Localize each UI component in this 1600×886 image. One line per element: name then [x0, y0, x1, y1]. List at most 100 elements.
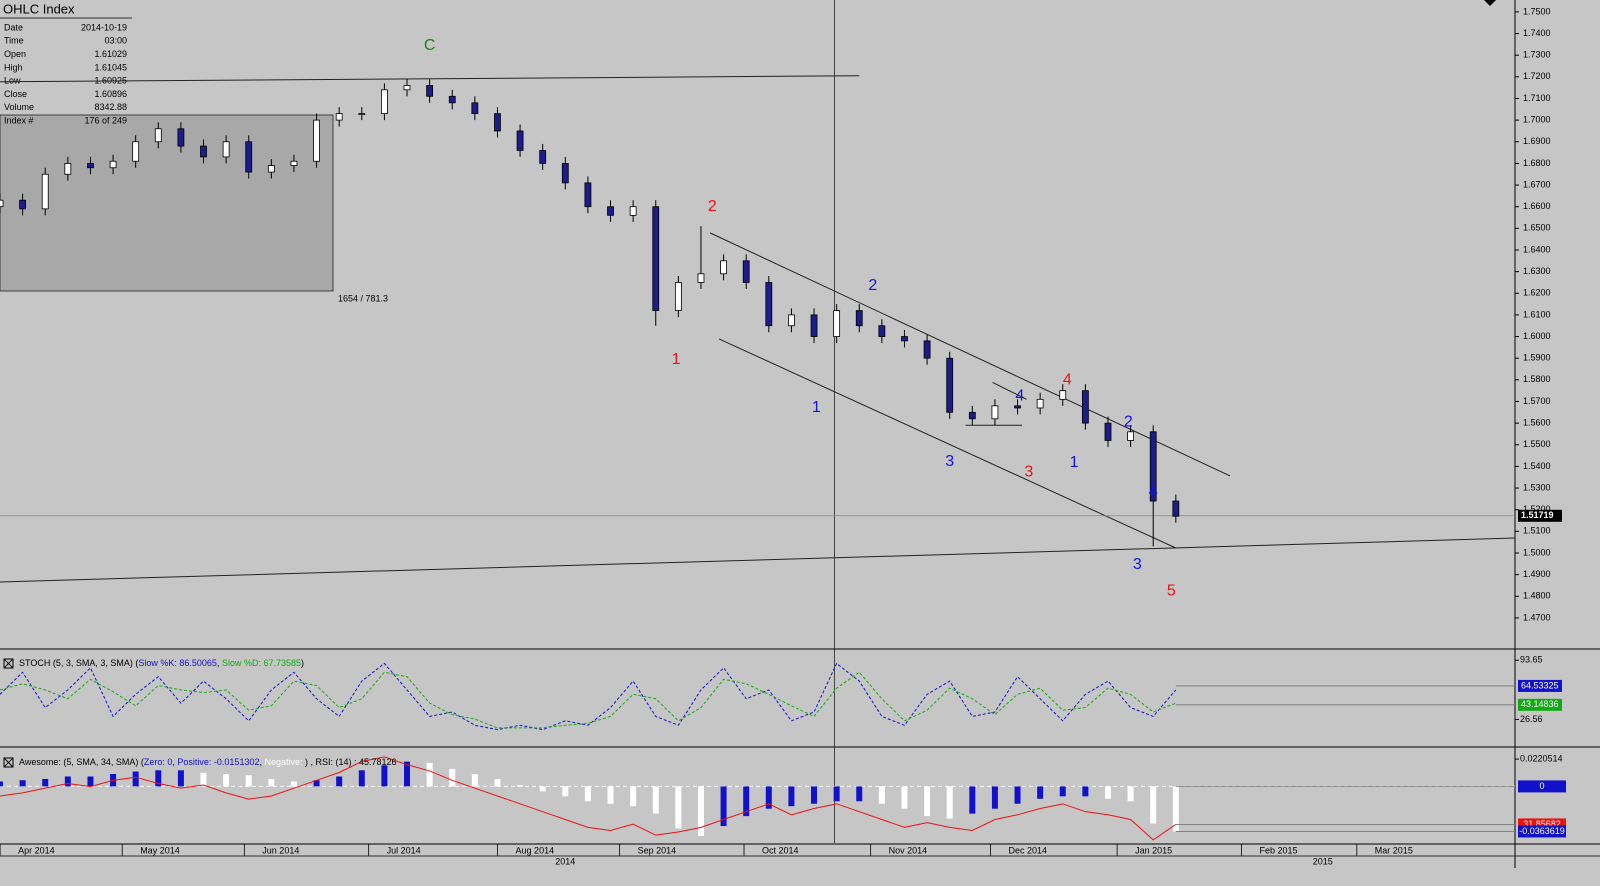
value-tag-bg: [1518, 780, 1566, 793]
legend-part: Slow %K: 86.50065: [138, 658, 217, 668]
candle-body: [742, 260, 750, 283]
legend-part: Zero: 0: [144, 757, 173, 767]
awesome-bar: [19, 780, 26, 787]
awesome-bar: [313, 780, 320, 787]
wave-label: C: [424, 37, 436, 54]
awesome-bar: [630, 786, 637, 807]
info-value: 1.61029: [94, 49, 127, 59]
candle: [652, 200, 660, 326]
candle-body: [109, 160, 117, 169]
y-tick-label: 1.4800: [1523, 591, 1551, 601]
info-value: 176 of 249: [84, 115, 127, 125]
candle: [697, 226, 705, 289]
candle: [426, 78, 434, 103]
x-tick-label: Jul 2014: [387, 845, 421, 855]
candle-body: [810, 314, 818, 337]
candle: [177, 122, 185, 153]
awesome-bar: [1082, 786, 1089, 797]
awesome-bar: [1127, 786, 1134, 802]
value-tag: 31.85682: [1523, 819, 1561, 829]
awesome-bar: [290, 781, 297, 787]
candle: [561, 156, 569, 190]
value-tag: 0: [1539, 781, 1544, 791]
legend-part: ,: [259, 757, 264, 767]
trend-line: [709, 232, 1231, 477]
y-tick-label: 1.6700: [1523, 179, 1551, 189]
wave-label: 4: [1015, 387, 1024, 404]
corner-marker: [1484, 0, 1496, 6]
awesome-bar: [177, 770, 184, 787]
legend-part: Awesome: (5, SMA, 34, SMA) (: [19, 757, 144, 767]
x-tick-label: Jun 2014: [262, 845, 299, 855]
value-tag-bg: [1518, 698, 1562, 711]
info-label: Close: [4, 89, 27, 99]
y-tick-label: 1.6800: [1523, 158, 1551, 168]
y-tick-label: 1.5900: [1523, 353, 1551, 363]
x-tick-label: Nov 2014: [889, 845, 928, 855]
trend-line: [992, 381, 1027, 400]
wave-label: 4: [1063, 371, 1072, 388]
candle: [41, 167, 49, 216]
candle: [154, 122, 162, 149]
awesome-bar: [720, 786, 727, 827]
info-label: High: [4, 62, 23, 72]
stoch-line: [0, 671, 1177, 729]
candle-body: [0, 199, 4, 208]
info-label: Time: [4, 36, 24, 46]
candle-body: [946, 357, 954, 413]
legend-part: STOCH (5, 3, SMA, 3, SMA) (: [19, 658, 138, 668]
y-tick-label: 1.5600: [1523, 418, 1551, 428]
candle: [788, 308, 795, 333]
info-label: Date: [4, 22, 23, 32]
candle: [245, 135, 253, 179]
candle: [584, 176, 592, 214]
awesome-bar: [494, 778, 501, 787]
legend: Awesome: (5, SMA, 34, SMA) (Zero: 0, Pos…: [19, 757, 397, 767]
candle: [471, 96, 479, 121]
coords-label: 1654 / 781.3: [338, 293, 388, 303]
awesome-bar: [743, 786, 750, 817]
candle: [448, 89, 456, 110]
candle: [358, 107, 366, 121]
awesome-bar: [991, 786, 998, 809]
awesome-bar: [381, 765, 388, 787]
y-tick-label: 1.5800: [1523, 374, 1551, 384]
candle-body: [833, 310, 841, 337]
awesome-bar: [1104, 786, 1111, 799]
candle-body: [584, 182, 592, 208]
candle-body: [539, 150, 547, 164]
x-tick-label: Sep 2014: [638, 845, 677, 855]
rsi-line: [0, 756, 1177, 841]
candle-body: [1149, 431, 1157, 502]
wave-label: 3: [945, 453, 954, 470]
wave-label: 3: [1024, 463, 1033, 480]
y-tick-label: 1.5200: [1523, 504, 1551, 514]
candle: [516, 124, 524, 157]
awesome-bar: [539, 786, 546, 792]
candle: [923, 334, 931, 365]
candle-body: [561, 163, 569, 184]
y-tick-label: 1.6600: [1523, 201, 1551, 211]
x-tick-label: Aug 2014: [516, 845, 555, 855]
candle: [222, 135, 230, 164]
panel-icon: [3, 658, 14, 669]
candle: [607, 200, 614, 222]
y-tick-label: 1.7100: [1523, 93, 1551, 103]
candle: [64, 156, 72, 181]
candle-body: [629, 206, 637, 216]
candle: [742, 254, 750, 289]
candle: [991, 399, 999, 426]
info-label: Index #: [4, 115, 34, 125]
candle: [19, 193, 27, 216]
candle: [87, 156, 94, 175]
value-tag: 43.14836: [1521, 699, 1559, 709]
y-tick-label: 1.6200: [1523, 288, 1551, 298]
stoch-line: [0, 662, 1177, 731]
candle: [1014, 399, 1021, 415]
awesome-bar: [132, 771, 139, 787]
candle-body: [494, 113, 501, 132]
awesome-bar: [155, 770, 162, 787]
x-tick-label: May 2014: [140, 845, 180, 855]
legend-part: ,: [172, 757, 177, 767]
